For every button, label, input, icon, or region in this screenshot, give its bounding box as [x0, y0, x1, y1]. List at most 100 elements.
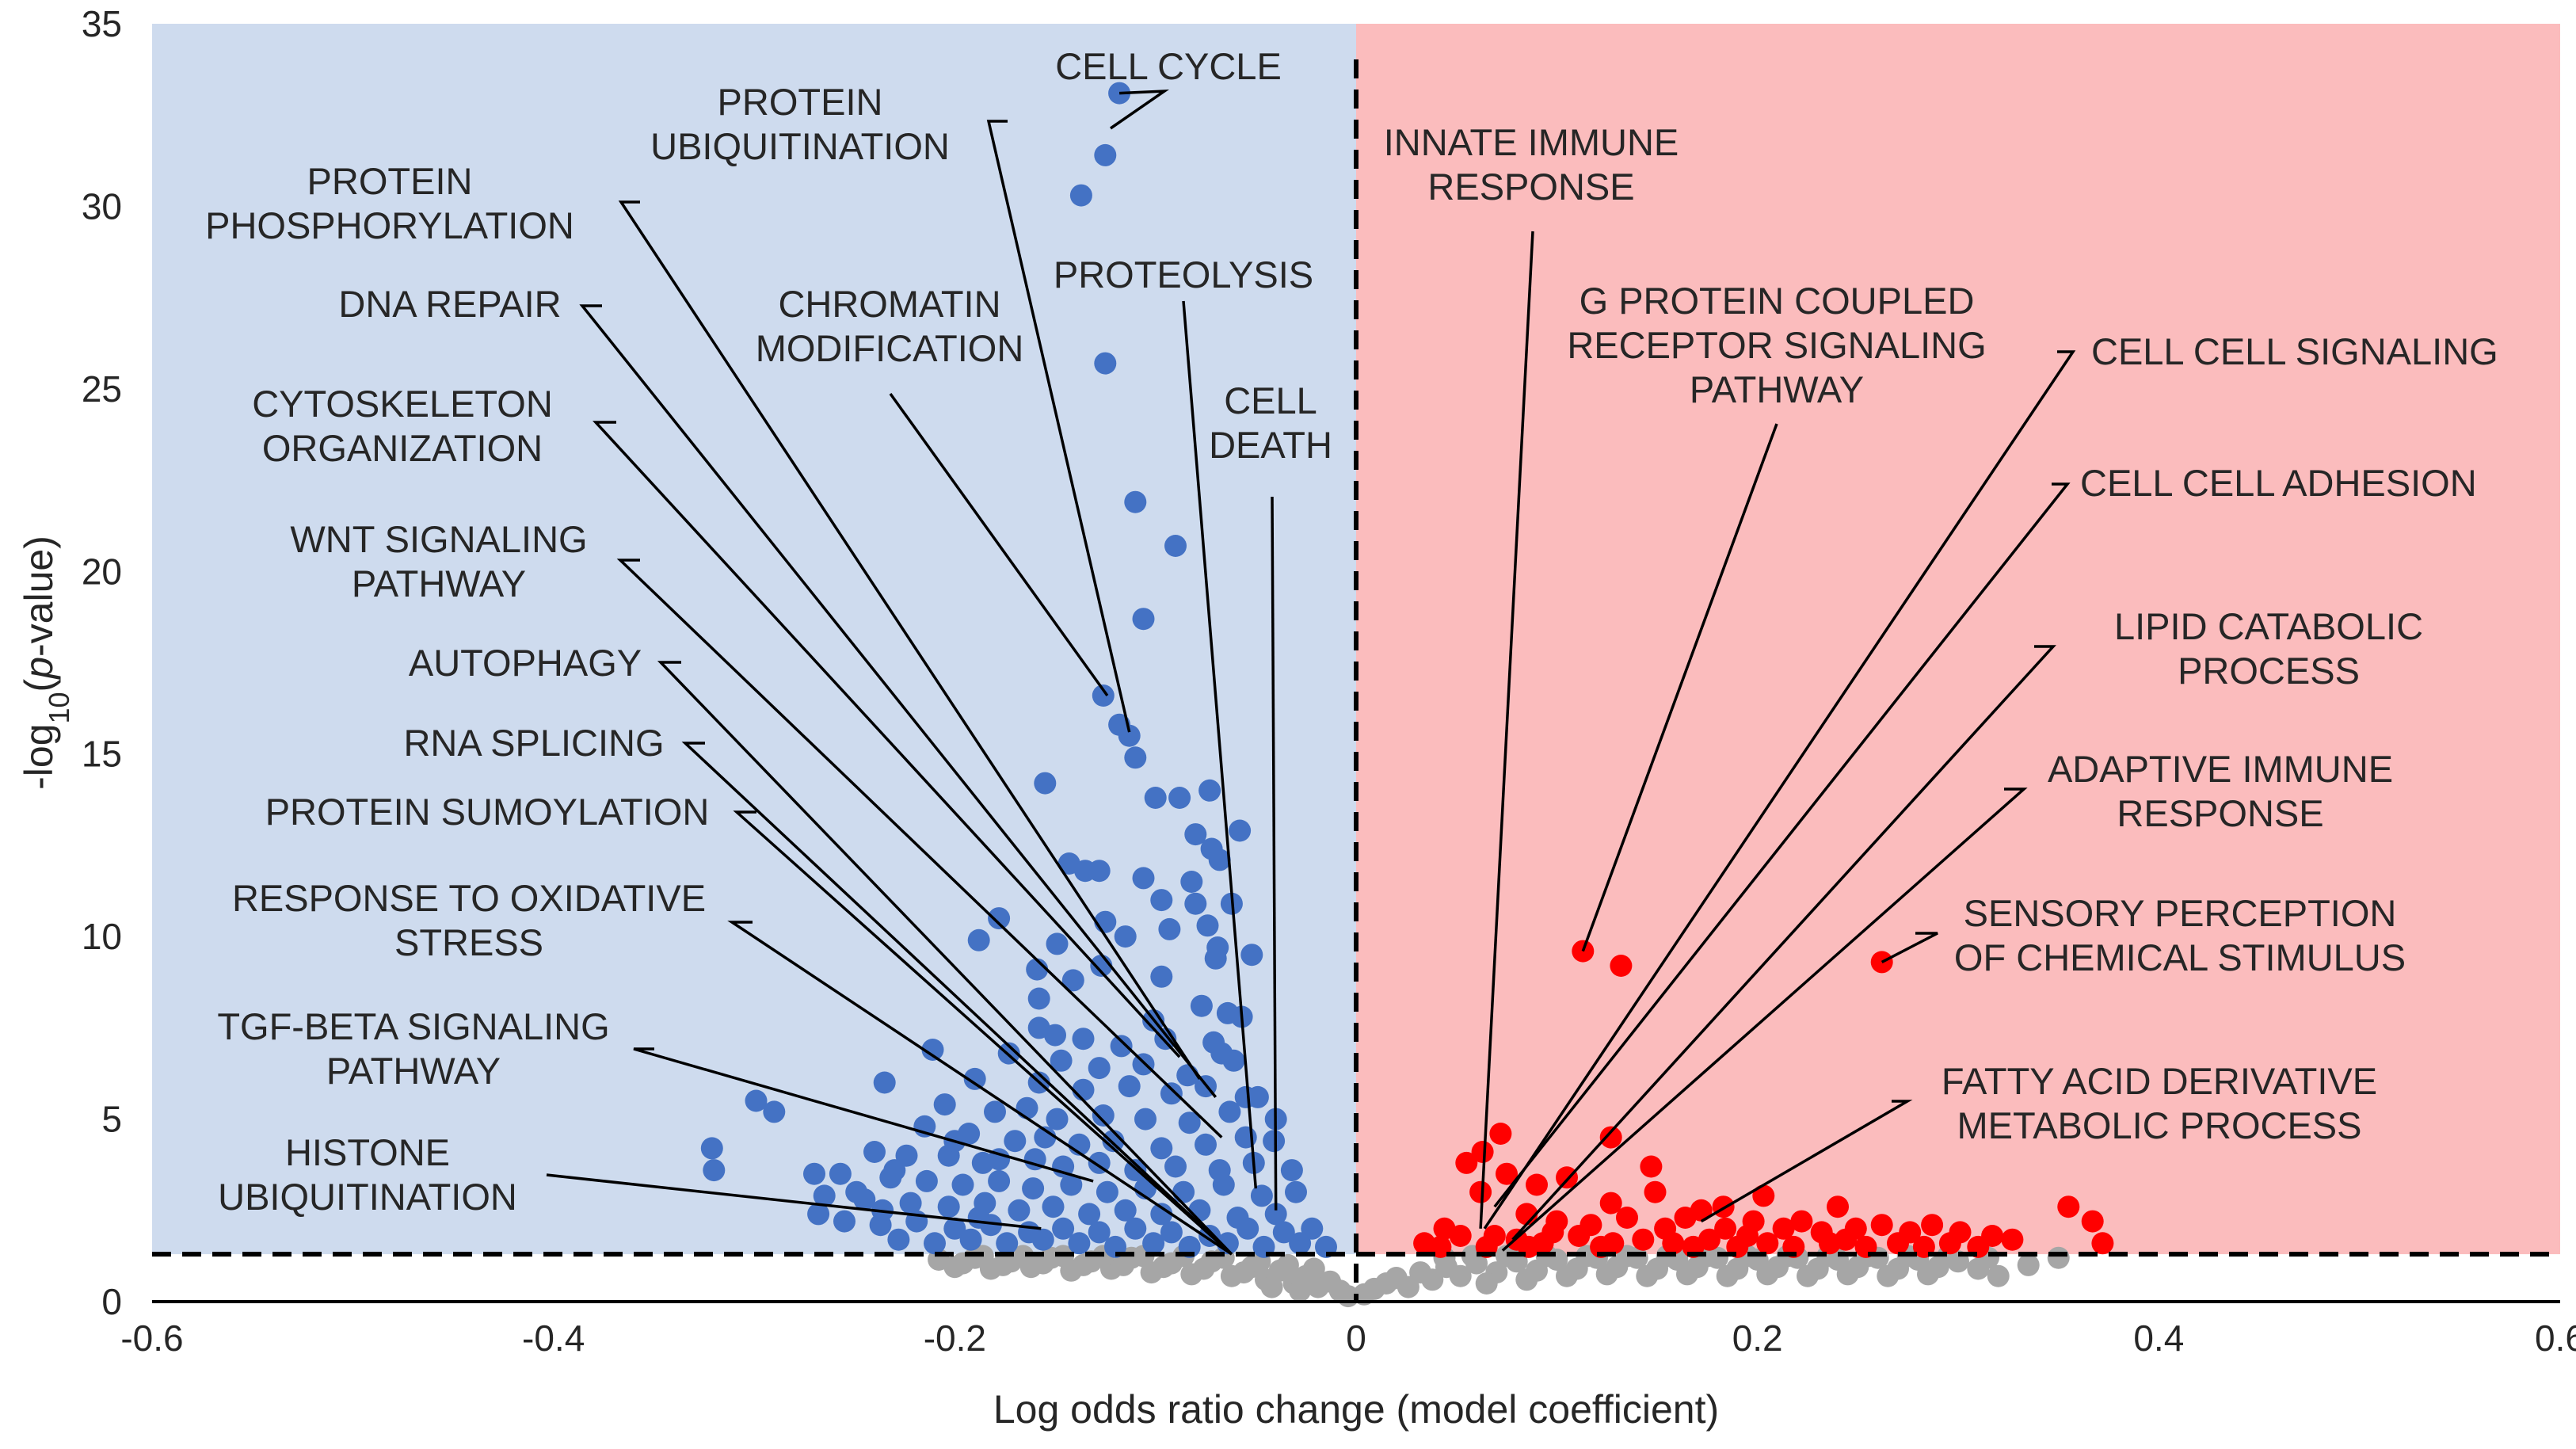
ns-point[interactable] [1449, 1264, 1472, 1287]
decreased-point[interactable] [1144, 787, 1167, 809]
increased-point[interactable] [1835, 1228, 1858, 1251]
increased-point[interactable] [1714, 1217, 1737, 1240]
decreased-point[interactable] [1158, 917, 1181, 940]
ns-point[interactable] [1152, 1256, 1175, 1279]
increased-point[interactable] [1640, 1155, 1663, 1178]
decreased-point[interactable] [988, 1169, 1011, 1192]
decreased-point[interactable] [1150, 965, 1173, 988]
increased-point[interactable] [1827, 1195, 1849, 1218]
decreased-point[interactable] [1208, 848, 1231, 871]
decreased-point[interactable] [1114, 925, 1137, 948]
decreased-point[interactable] [803, 1162, 825, 1185]
decreased-point[interactable] [1072, 1078, 1095, 1101]
decreased-point[interactable] [1272, 1221, 1295, 1244]
increased-point[interactable] [1455, 1151, 1478, 1174]
decreased-point[interactable] [943, 1217, 966, 1240]
decreased-point[interactable] [883, 1159, 906, 1182]
decreased-point[interactable] [1134, 1108, 1157, 1131]
decreased-point[interactable] [1150, 889, 1173, 912]
increased-point[interactable] [1752, 1184, 1775, 1207]
decreased-point[interactable] [1068, 1232, 1091, 1255]
ns-point[interactable] [1289, 1279, 1312, 1302]
decreased-point[interactable] [1164, 1155, 1187, 1178]
decreased-point[interactable] [1078, 1203, 1101, 1226]
ns-point[interactable] [1716, 1264, 1739, 1287]
increased-point[interactable] [1921, 1214, 1944, 1237]
decreased-point[interactable] [1034, 1126, 1057, 1149]
increased-point[interactable] [1756, 1232, 1779, 1255]
decreased-point[interactable] [1124, 1217, 1147, 1240]
decreased-point[interactable] [1237, 1217, 1259, 1240]
decreased-point[interactable] [1204, 947, 1227, 970]
ns-point[interactable] [1302, 1257, 1325, 1280]
decreased-point[interactable] [1184, 823, 1207, 846]
decreased-point[interactable] [1124, 746, 1147, 769]
increased-point[interactable] [1471, 1141, 1494, 1163]
decreased-point[interactable] [1280, 1159, 1303, 1182]
decreased-point[interactable] [1301, 1217, 1324, 1240]
ns-point[interactable] [1276, 1253, 1299, 1276]
decreased-point[interactable] [703, 1159, 726, 1182]
increased-point[interactable] [1632, 1228, 1655, 1251]
decreased-point[interactable] [1150, 1137, 1173, 1160]
ns-point[interactable] [1676, 1263, 1698, 1286]
ns-point[interactable] [1192, 1257, 1215, 1280]
ns-point[interactable] [1072, 1253, 1095, 1276]
decreased-point[interactable] [1022, 1177, 1045, 1200]
decreased-point[interactable] [1132, 608, 1155, 631]
increased-point[interactable] [1616, 1207, 1638, 1229]
increased-point[interactable] [1662, 1232, 1685, 1255]
increased-point[interactable] [1568, 1225, 1591, 1247]
decreased-point[interactable] [1142, 1232, 1165, 1255]
decreased-point[interactable] [1250, 1184, 1273, 1207]
decreased-point[interactable] [951, 1173, 974, 1196]
increased-point[interactable] [1599, 1126, 1622, 1149]
decreased-point[interactable] [1264, 1203, 1287, 1226]
decreased-point[interactable] [1168, 787, 1191, 809]
ns-point[interactable] [1636, 1264, 1659, 1287]
ns-point[interactable] [1233, 1261, 1256, 1284]
decreased-point[interactable] [1190, 994, 1213, 1017]
decreased-point[interactable] [1094, 143, 1117, 166]
decreased-point[interactable] [1034, 772, 1057, 795]
decreased-point[interactable] [996, 1232, 1019, 1255]
increased-point[interactable] [1489, 1123, 1512, 1145]
decreased-point[interactable] [937, 1195, 960, 1218]
decreased-point[interactable] [1198, 779, 1221, 802]
decreased-point[interactable] [807, 1203, 830, 1226]
decreased-point[interactable] [1180, 871, 1203, 893]
decreased-point[interactable] [1172, 1180, 1195, 1203]
decreased-point[interactable] [1096, 1180, 1118, 1203]
ns-point[interactable] [992, 1253, 1015, 1276]
ns-point[interactable] [2047, 1246, 2070, 1269]
ns-point[interactable] [1797, 1264, 1819, 1287]
decreased-point[interactable] [1092, 1104, 1115, 1127]
decreased-point[interactable] [745, 1089, 768, 1112]
decreased-point[interactable] [1088, 1221, 1111, 1244]
decreased-point[interactable] [1016, 1096, 1038, 1119]
increased-point[interactable] [1790, 1210, 1813, 1233]
increased-point[interactable] [1599, 1192, 1622, 1214]
decreased-point[interactable] [984, 1100, 1006, 1123]
ns-point[interactable] [1397, 1276, 1419, 1298]
ns-point[interactable] [1836, 1263, 1859, 1286]
decreased-point[interactable] [1285, 1180, 1307, 1203]
increased-point[interactable] [1736, 1225, 1759, 1247]
decreased-point[interactable] [1069, 184, 1092, 207]
increased-point[interactable] [1496, 1162, 1518, 1185]
decreased-point[interactable] [1195, 1133, 1217, 1156]
decreased-point[interactable] [1289, 1232, 1312, 1255]
decreased-point[interactable] [1178, 1112, 1201, 1134]
decreased-point[interactable] [1072, 1028, 1095, 1051]
ns-point[interactable] [1515, 1268, 1538, 1291]
decreased-point[interactable] [1132, 867, 1155, 890]
increased-point[interactable] [1887, 1232, 1909, 1255]
decreased-point[interactable] [1240, 944, 1263, 967]
decreased-point[interactable] [1057, 852, 1080, 875]
decreased-point[interactable] [1052, 1217, 1075, 1240]
ns-point[interactable] [1917, 1263, 1939, 1286]
decreased-point[interactable] [1212, 1173, 1235, 1196]
ns-point[interactable] [1112, 1253, 1135, 1276]
decreased-point[interactable] [1046, 932, 1069, 955]
decreased-point[interactable] [1008, 1199, 1031, 1222]
